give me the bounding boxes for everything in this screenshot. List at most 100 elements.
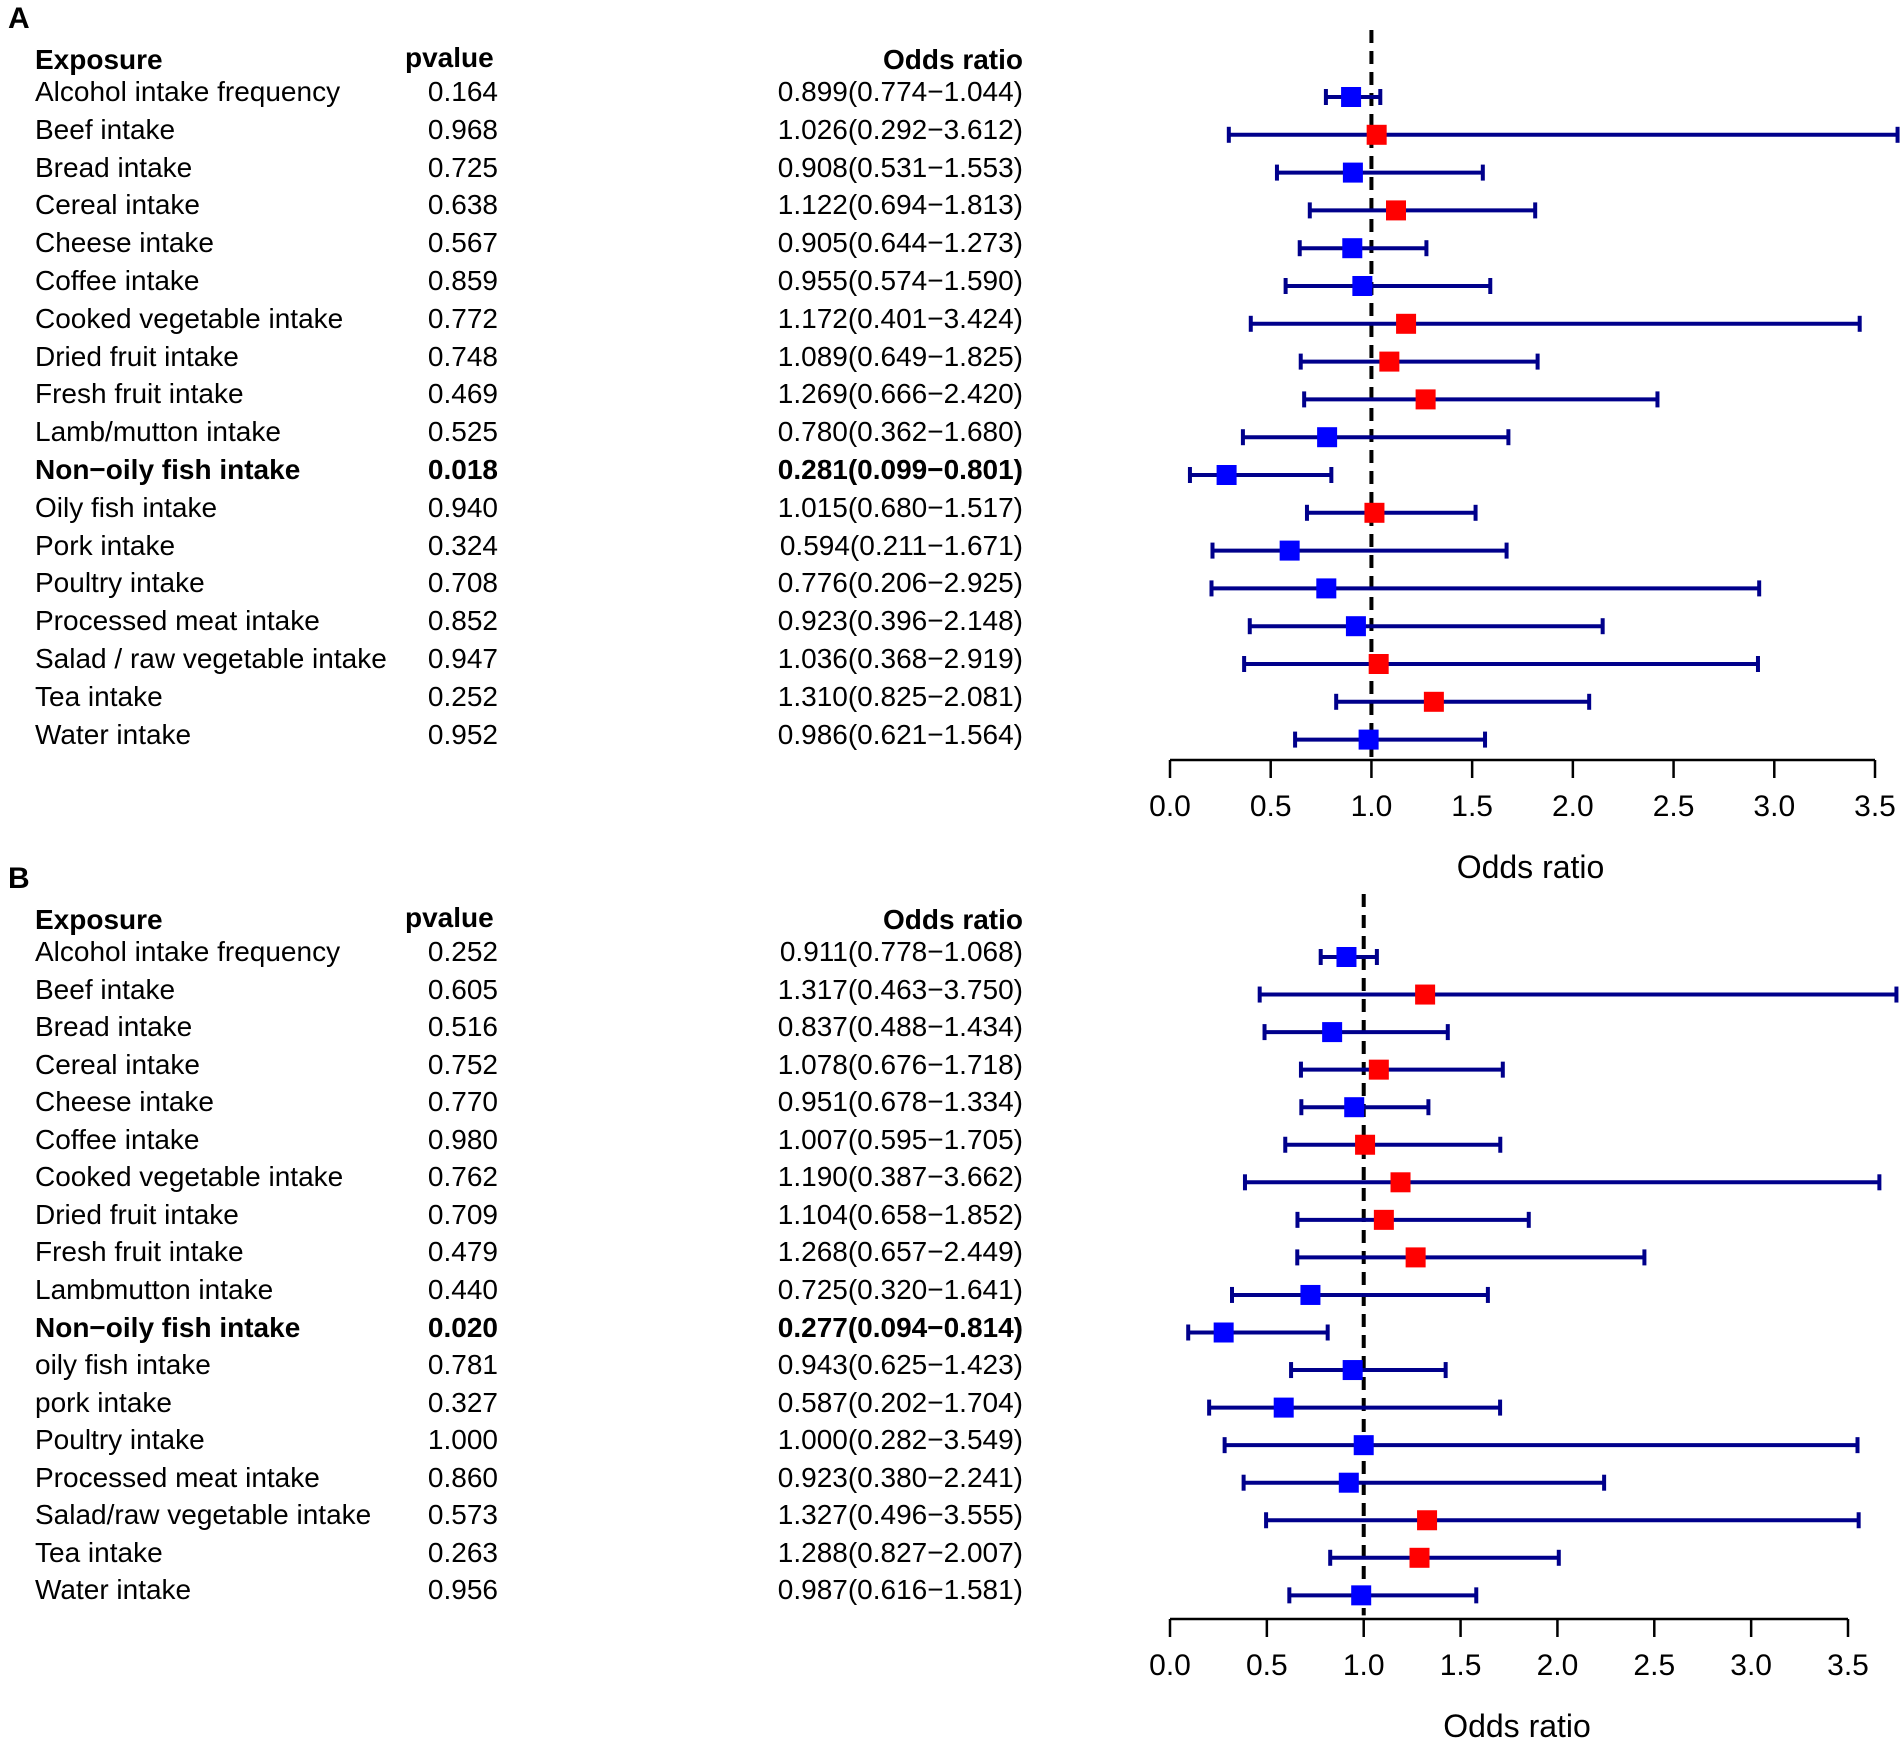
odds-ratio-point	[1353, 1435, 1374, 1456]
odds-ratio-point	[1216, 465, 1237, 485]
odds-ratio-point	[1366, 124, 1387, 145]
pvalue-value: 0.638	[427, 189, 498, 221]
odds-ratio-text: 1.026(0.292−3.612)	[777, 113, 1023, 145]
odds-ratio-point	[1358, 729, 1379, 750]
odds-ratio-text: 0.281(0.099−0.801)	[777, 454, 1023, 485]
pvalue-value: 0.980	[427, 1123, 498, 1155]
table-row: Dried fruit intake 0.709 1.104(0.658−1.852…	[0, 1199, 1040, 1237]
x-tick-label: 2.0	[1537, 1649, 1579, 1682]
exposure-label: Alcohol intake frequency	[35, 76, 341, 107]
exposure-label: Cereal intake	[35, 189, 200, 221]
exposure-label: Cereal intake	[35, 1048, 200, 1080]
exposure-label: Dried fruit intake	[35, 1198, 239, 1230]
pvalue-header: pvalue	[405, 42, 494, 73]
table-row: Non−oily fish intake 0.018 0.281(0.099−0.8…	[0, 454, 1040, 492]
table-row: Poultry intake 1.000 1.000(0.282−3.549)	[0, 1424, 1040, 1462]
pvalue-value: 0.952	[427, 718, 498, 750]
pvalue-value: 0.440	[427, 1273, 498, 1305]
table-row: Cooked vegetable intake 0.762 1.190(0.387−…	[0, 1161, 1040, 1199]
pvalue-value: 0.324	[427, 529, 498, 561]
table-row: Cheese intake 0.567 0.905(0.644−1.273)	[0, 227, 1040, 265]
pvalue-value: 0.567	[427, 227, 498, 259]
exposure-label: Cheese intake	[35, 227, 215, 259]
odds-ratio-text: 0.923(0.380−2.241)	[777, 1461, 1023, 1493]
pvalue-value: 0.762	[427, 1161, 498, 1193]
odds-ratio-point	[1390, 1172, 1411, 1193]
odds-ratio-point	[1322, 1022, 1343, 1043]
odds-ratio-point	[1415, 984, 1436, 1005]
table-row: Lamb/mutton intake 0.525 0.780(0.362−1.680…	[0, 416, 1040, 454]
odds-ratio-point	[1336, 947, 1357, 967]
exposure-label: Beef intake	[35, 973, 176, 1005]
exposure-label: Bread intake	[35, 151, 193, 183]
odds-ratio-text: 0.587(0.202−1.704)	[777, 1386, 1023, 1418]
odds-ratio-text: 0.911(0.778−1.068)	[779, 936, 1023, 967]
forest-marks	[1187, 87, 1900, 750]
table-row: Poultry intake 0.708 0.776(0.206−2.925)	[0, 567, 1040, 605]
exposure-label: Lamb/mutton intake	[35, 416, 281, 448]
odds-ratio-text: 1.269(0.666−2.420)	[777, 378, 1023, 410]
table-row: Coffee intake 0.859 0.955(0.574−1.590)	[0, 265, 1040, 303]
odds-ratio-point	[1386, 200, 1407, 221]
odds-ratio-text: 1.310(0.825−2.081)	[777, 680, 1023, 712]
table-row: Water intake 0.956 0.987(0.616−1.581)	[0, 1574, 1040, 1612]
odds-ratio-point	[1351, 1585, 1372, 1606]
exposure-label: Tea intake	[35, 1536, 163, 1568]
exposure-label: Pork intake	[35, 529, 176, 561]
table-row: Tea intake 0.252 1.310(0.825−2.081)	[0, 681, 1040, 719]
odds-ratio-text: 1.317(0.463−3.750)	[777, 973, 1023, 1005]
table-row: Bread intake 0.725 0.908(0.531−1.553)	[0, 152, 1040, 190]
pvalue-value: 0.605	[427, 973, 498, 1005]
exposure-label: Fresh fruit intake	[35, 1236, 244, 1268]
odds-ratio-text: 0.594(0.211−1.671)	[779, 529, 1023, 561]
odds-ratio-text: 1.000(0.282−3.549)	[777, 1424, 1023, 1456]
pvalue-value: 0.781	[427, 1349, 498, 1381]
exposure-label: oily fish intake	[35, 1349, 211, 1381]
pvalue-value: 0.752	[427, 1048, 498, 1080]
odds-ratio-point	[1345, 616, 1366, 637]
pvalue-value: 0.516	[427, 1011, 498, 1043]
odds-ratio-text: 0.923(0.396−2.148)	[777, 605, 1023, 637]
exposure-label: Fresh fruit intake	[35, 378, 244, 410]
x-tick-label: 2.5	[1653, 790, 1695, 823]
x-tick-label: 3.0	[1753, 790, 1795, 823]
odds-ratio-point	[1423, 691, 1444, 712]
x-tick-label: 2.0	[1552, 790, 1594, 823]
table-row: Coffee intake 0.980 1.007(0.595−1.705)	[0, 1124, 1040, 1162]
table-row: Dried fruit intake 0.748 1.089(0.649−1.825…	[0, 341, 1040, 379]
odds-ratio-text: 0.943(0.625−1.423)	[777, 1349, 1023, 1381]
exposure-label: Non−oily fish intake	[35, 454, 301, 485]
odds-ratio-point	[1317, 427, 1338, 448]
odds-ratio-text: 1.122(0.694−1.813)	[777, 189, 1023, 221]
table-row: Lambmutton intake 0.440 0.725(0.320−1.641)	[0, 1274, 1040, 1312]
odds-ratio-text: 0.951(0.678−1.334)	[777, 1086, 1023, 1118]
exposure-label: Cheese intake	[35, 1086, 215, 1118]
forest-plot: 0.0 0.5 1.0 1.5 2.0 2.5 3.0 3.5 Odds ratio	[1149, 30, 1900, 885]
odds-ratio-point	[1368, 1059, 1389, 1080]
table-row: Pork intake 0.324 0.594(0.211−1.671)	[0, 530, 1040, 568]
x-tick-label: 0.5	[1246, 1649, 1288, 1682]
odds-ratio-point	[1344, 1097, 1365, 1118]
odds-ratio-text: 1.089(0.649−1.825)	[777, 340, 1023, 372]
odds-ratio-text: 1.078(0.676−1.718)	[777, 1048, 1023, 1080]
forest-plot-panel-b: B Exposure pvalue Odds ratio Alcohol int…	[0, 860, 1902, 1739]
x-axis-title: Odds ratio	[1443, 1708, 1591, 1739]
odds-ratio-header: Odds ratio	[882, 44, 1023, 75]
exposure-label: Processed meat intake	[35, 1461, 320, 1493]
table-row: Salad / raw vegetable intake 0.947 1.036(0…	[0, 643, 1040, 681]
pvalue-value: 0.018	[427, 454, 498, 485]
odds-ratio-point	[1300, 1284, 1321, 1305]
odds-ratio-point	[1341, 87, 1362, 107]
exposure-label: Bread intake	[35, 1011, 193, 1043]
pvalue-value: 0.860	[427, 1461, 498, 1493]
exposure-label: Alcohol intake frequency	[35, 936, 341, 967]
exposure-label: Cooked vegetable intake	[35, 302, 344, 334]
table-row: Alcohol intake frequency 0.164 0.899(0.774…	[0, 76, 1040, 114]
pvalue-value: 0.770	[427, 1086, 498, 1118]
table-row: Cereal intake 0.638 1.122(0.694−1.813)	[0, 189, 1040, 227]
exposure-label: Coffee intake	[35, 265, 200, 296]
table-row: Oily fish intake 0.940 1.015(0.680−1.517)	[0, 492, 1040, 530]
x-axis: 0.0 0.5 1.0 1.5 2.0 2.5 3.0 3.5	[1149, 1617, 1869, 1682]
odds-ratio-text: 0.837(0.488−1.434)	[777, 1011, 1023, 1043]
odds-ratio-point	[1342, 1360, 1363, 1381]
